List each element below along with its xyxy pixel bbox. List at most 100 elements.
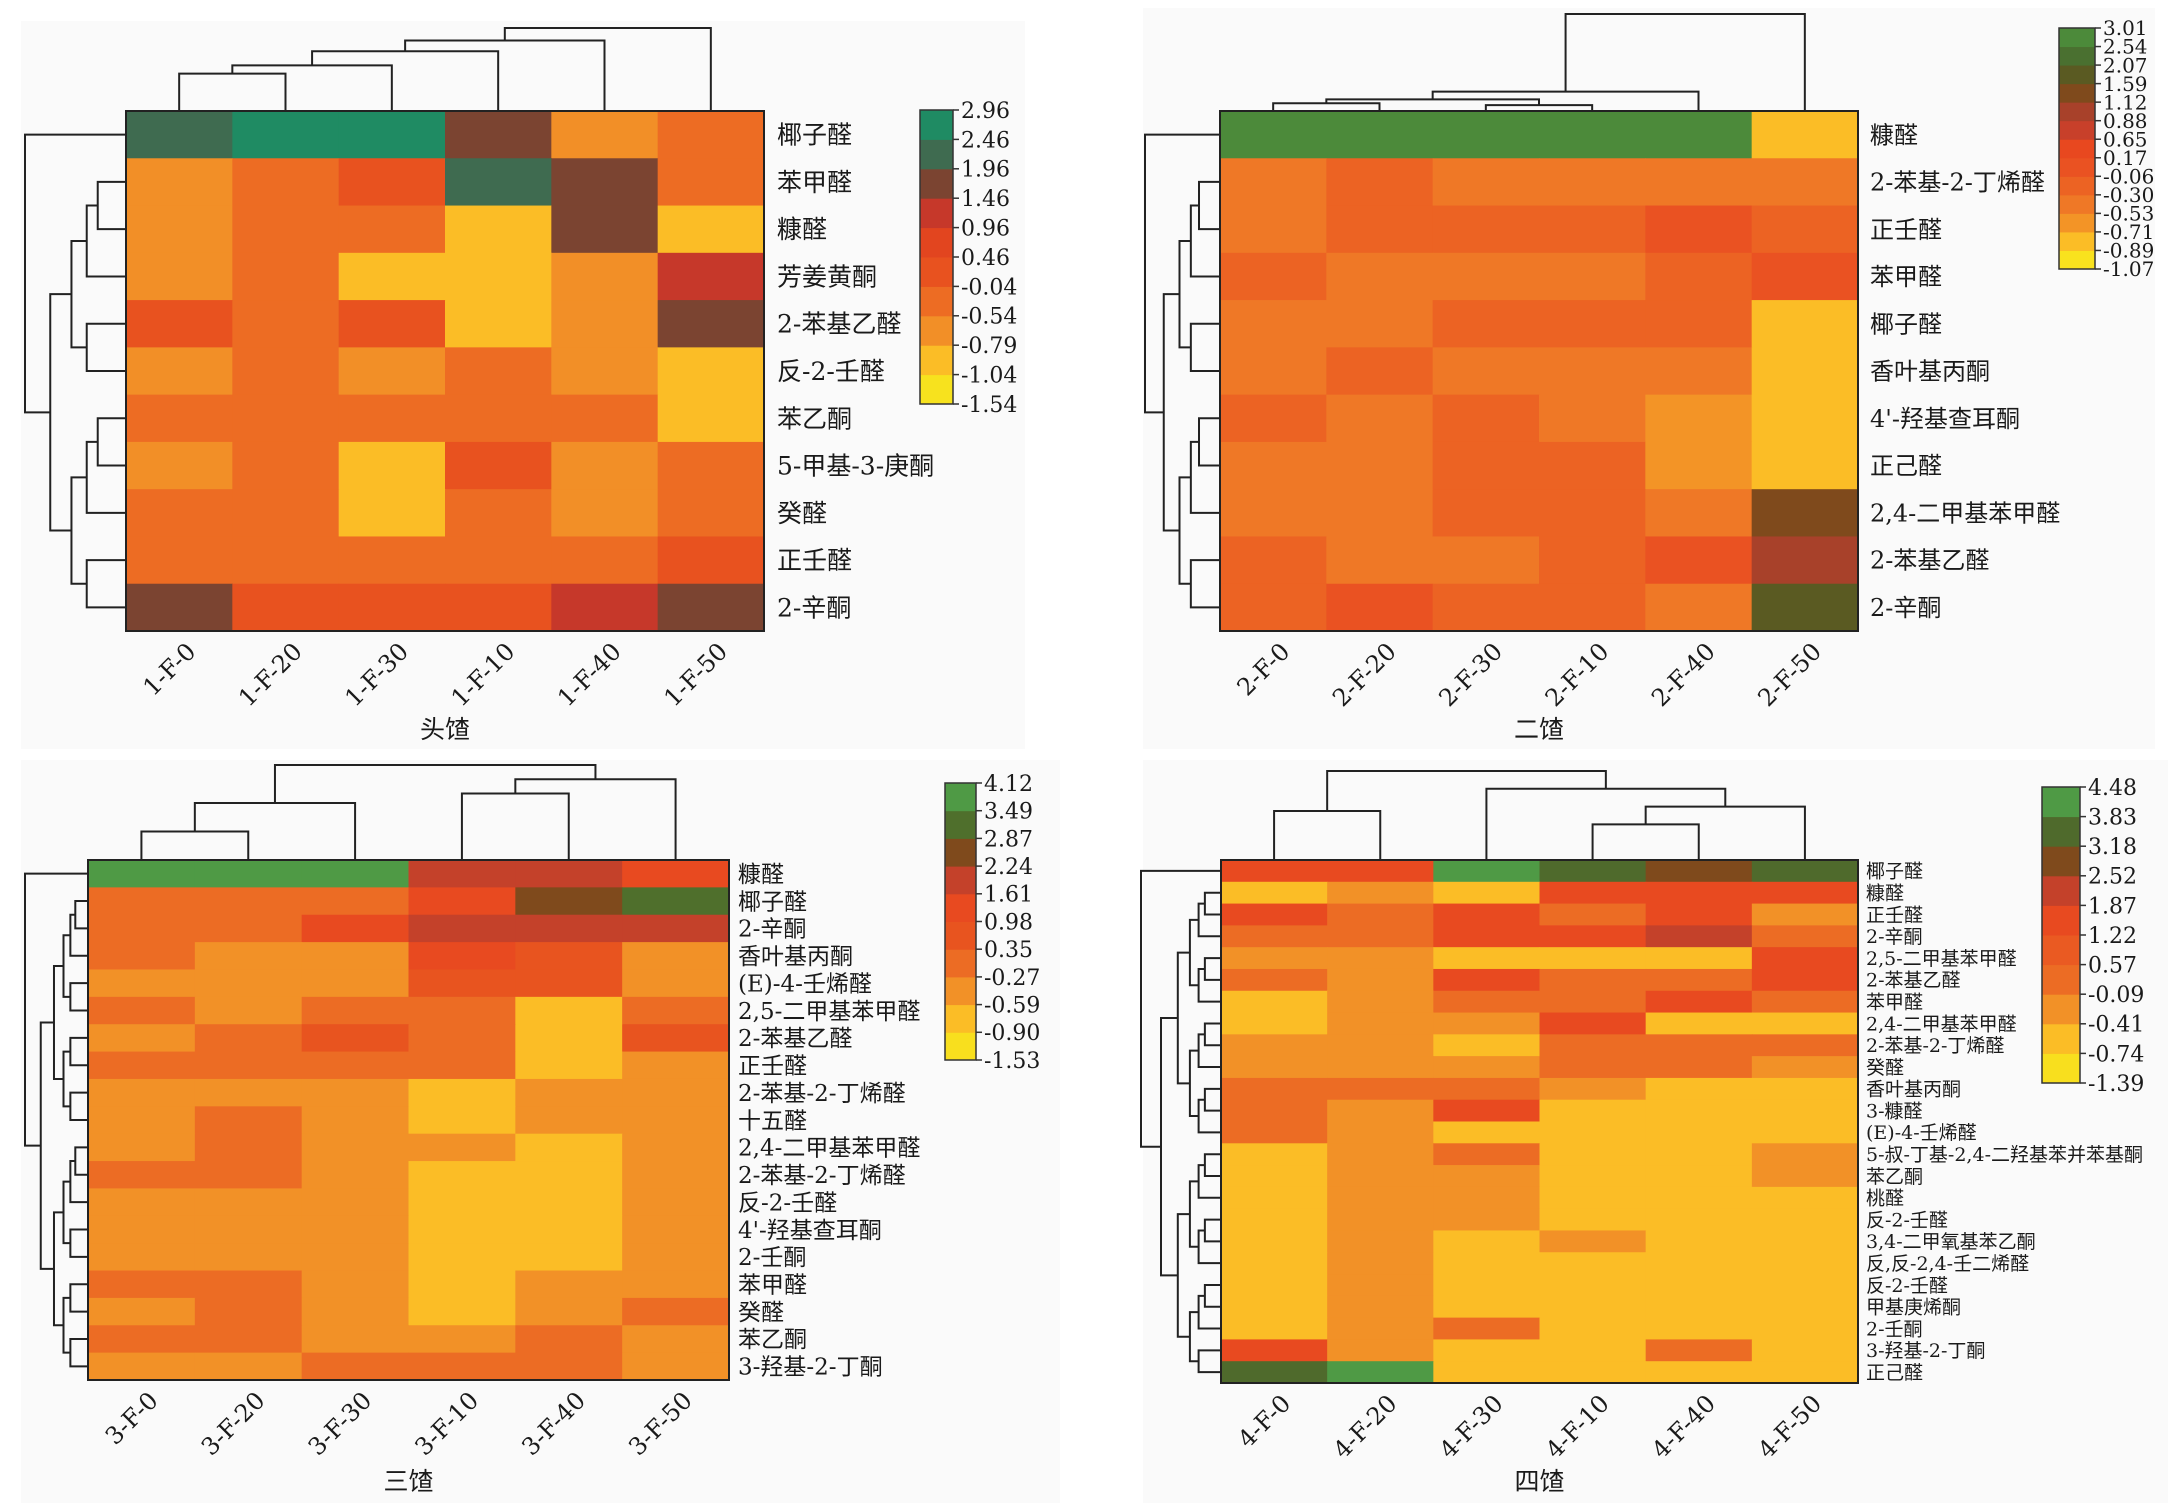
- heatmap-cell: [1433, 881, 1541, 905]
- heatmap-cell: [622, 1297, 730, 1326]
- heatmap-cell: [1539, 1034, 1647, 1057]
- row-label: 癸醛: [738, 1300, 784, 1326]
- heatmap-cell: [1645, 158, 1753, 207]
- heatmap-cell: [232, 583, 340, 632]
- heatmap-cell: [1221, 1056, 1328, 1079]
- colorbar-tick-label: 2.87: [984, 827, 1033, 852]
- heatmap-cell: [1221, 1361, 1328, 1384]
- colorbar-tick-label: 0.65: [2103, 127, 2148, 151]
- row-dendrogram-branch: [96, 417, 126, 467]
- heatmap-cell: [445, 252, 552, 301]
- colorbar-bin: [2059, 176, 2095, 196]
- row-label: 反-2-壬醛: [777, 357, 885, 386]
- heatmap-cell: [126, 441, 233, 490]
- heatmap-cell: [1751, 111, 1859, 159]
- heatmap-cell: [657, 252, 765, 301]
- heatmap-cell: [1751, 1317, 1859, 1341]
- colorbar-bin: [2042, 935, 2080, 966]
- heatmap-cell: [445, 583, 552, 632]
- heatmap-cell: [301, 887, 410, 916]
- heatmap-cell: [1432, 441, 1540, 490]
- colorbar-tick-label: -0.89: [2103, 239, 2154, 263]
- colorbar-tick-label: 3.18: [2088, 835, 2137, 860]
- row-dendrogram-branch: [96, 180, 126, 231]
- heatmap-cell: [1645, 1099, 1753, 1123]
- row-label: 2-苯基-2-丁烯醛: [738, 1163, 906, 1189]
- heatmap-cell: [1539, 347, 1646, 396]
- heatmap-cell: [1221, 925, 1328, 948]
- row-label: 2,5-二甲基苯甲醛: [738, 999, 920, 1025]
- colorbar-tick-label: 1.46: [961, 187, 1010, 212]
- heatmap-cell: [1221, 990, 1328, 1014]
- row-label: 芳姜黄酮: [777, 262, 877, 291]
- heatmap-cell: [1539, 441, 1646, 490]
- heatmap-cell: [126, 111, 233, 159]
- heatmap-cell: [1326, 394, 1434, 443]
- heatmap-cell: [194, 1133, 303, 1162]
- heatmap-cell: [1433, 1252, 1541, 1275]
- heatmap-cell: [1327, 1252, 1434, 1275]
- heatmap-cell: [551, 347, 659, 396]
- heatmap-cell: [1220, 205, 1327, 254]
- colorbar-tick-label: 0.35: [984, 938, 1033, 963]
- colorbar-bin: [2042, 1023, 2080, 1054]
- row-label: 椰子醛: [1870, 310, 1942, 338]
- heatmap-cell: [1221, 947, 1328, 970]
- colorbar-tick-label: -0.53: [2103, 202, 2154, 226]
- row-dendrogram-branch: [1203, 1087, 1221, 1112]
- colorbar-tick-label: -1.39: [2088, 1072, 2144, 1097]
- colorbar-bin: [945, 949, 976, 978]
- colorbar-bin: [945, 921, 976, 950]
- heatmap-cell: [1432, 252, 1540, 301]
- row-label: 正壬醛: [1866, 904, 1923, 926]
- colorbar-tick-label: 0.46: [961, 246, 1010, 271]
- column-dendrogram-branch: [1564, 13, 1806, 111]
- heatmap-cell: [1539, 903, 1647, 926]
- row-dendrogram-branch: [1203, 1218, 1221, 1243]
- heatmap-cell: [194, 996, 303, 1025]
- row-label: 5-叔-丁基-2,4-二羟基苯并苯基酮: [1866, 1144, 2143, 1166]
- heatmap-cell: [1645, 1317, 1753, 1341]
- heatmap-cell: [1327, 1034, 1434, 1057]
- row-dendrogram-branch: [1197, 967, 1221, 1003]
- heatmap-cell: [1539, 1099, 1647, 1123]
- colorbar-bin: [2042, 964, 2080, 995]
- heatmap-cell: [1221, 1295, 1328, 1319]
- heatmap-cell: [515, 1051, 623, 1080]
- heatmap-cell: [1645, 990, 1753, 1014]
- heatmap-cell: [1433, 1077, 1541, 1101]
- row-label: 2,4-二甲基苯甲醛: [1866, 1013, 2017, 1035]
- heatmap-cell: [1221, 1077, 1328, 1101]
- heatmap-cell: [1645, 252, 1753, 301]
- heatmap-cell: [657, 489, 765, 538]
- heatmap-cell: [1645, 1339, 1753, 1362]
- heatmap-cell: [88, 1024, 196, 1053]
- heatmap-cell: [126, 205, 233, 254]
- heatmap-cell: [1539, 881, 1647, 905]
- colorbar-bin: [2042, 1053, 2080, 1084]
- row-label: 3-羟基-2-丁酮: [1866, 1340, 1985, 1362]
- heatmap-cell: [408, 1325, 516, 1354]
- heatmap-panel-4: 椰子醛糠醛正壬醛2-辛酮2,5-二甲基苯甲醛2-苯基乙醛苯甲醛2,4-二甲基苯甲…: [1140, 760, 2168, 1503]
- heatmap-cell: [1220, 394, 1327, 443]
- heatmap-cell: [1751, 583, 1859, 632]
- heatmap-cell: [657, 536, 765, 585]
- colorbar-bin: [2059, 139, 2095, 159]
- colorbar-bin: [2042, 846, 2080, 877]
- heatmap-cell: [657, 158, 765, 207]
- heatmap-cell: [88, 1297, 196, 1326]
- heatmap-cell: [301, 1243, 410, 1272]
- heatmap-cell: [622, 887, 730, 916]
- heatmap-cell: [1327, 881, 1434, 905]
- heatmap-cell: [408, 1078, 516, 1107]
- heatmap-cell: [1751, 300, 1859, 348]
- heatmap-cell: [1433, 1143, 1541, 1166]
- heatmap-cell: [1539, 158, 1646, 207]
- heatmap-cell: [1221, 1012, 1328, 1035]
- heatmap-cell: [1751, 1121, 1859, 1144]
- heatmap-cell: [515, 1243, 623, 1272]
- heatmap-cell: [301, 969, 410, 998]
- heatmap-cell: [1327, 947, 1434, 970]
- heatmap-cell: [194, 1297, 303, 1326]
- row-label: (E)-4-壬烯醛: [738, 971, 872, 997]
